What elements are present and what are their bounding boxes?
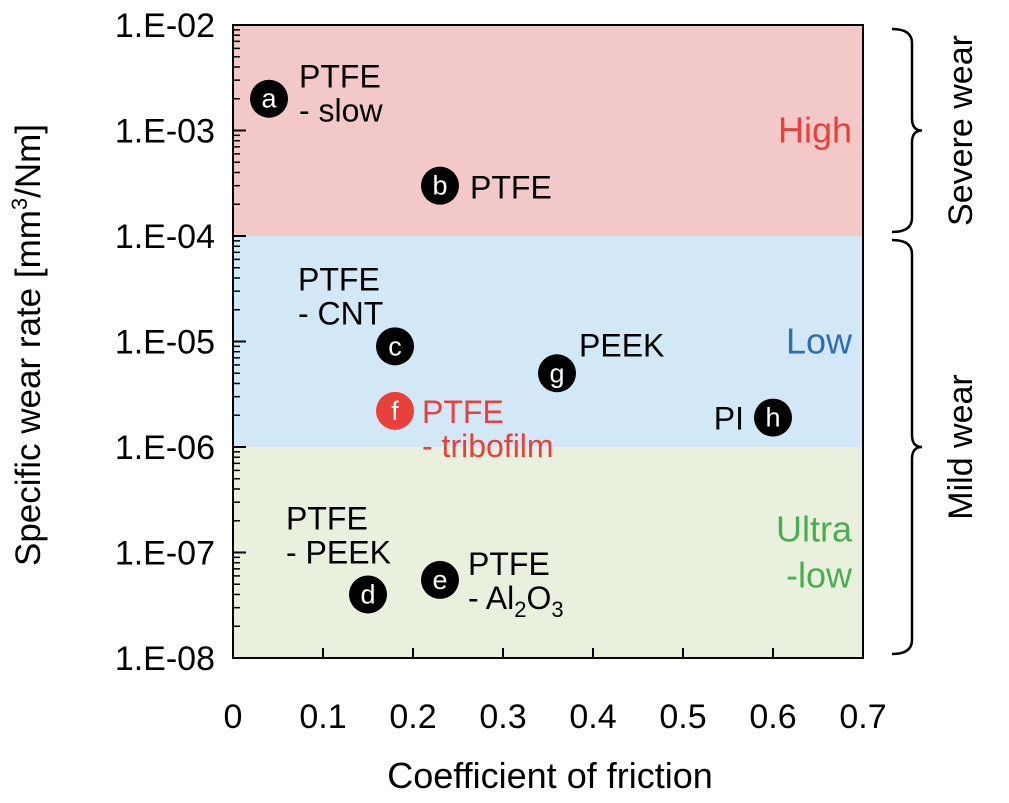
point-label-subscript: 3 — [551, 597, 563, 622]
point-label-subscript: 2 — [514, 597, 526, 622]
y-tick-label: 1.E-02 — [115, 7, 215, 45]
point-label-b: PTFE — [470, 170, 552, 206]
point-label-e: PTFE — [468, 546, 550, 582]
point-e — [421, 560, 459, 599]
x-tick-labels: 0 0.1 0.2 0.3 0.4 0.5 0.6 0.7 — [224, 698, 887, 736]
y-tick-label: 1.E-06 — [115, 429, 215, 467]
point-marker-c: c — [388, 331, 402, 361]
point-label-text: PTFE — [470, 170, 552, 206]
wear-brackets: Severe wear Mild wear — [891, 27, 980, 656]
point-label-d: - PEEK — [286, 534, 391, 570]
x-tick-label: 0.3 — [479, 698, 526, 736]
point-label-text: PTFE — [286, 500, 368, 536]
point-label-d: PTFE — [286, 500, 368, 536]
region-labels: High Low Ultra -low — [776, 110, 853, 596]
point-marker-e: e — [432, 565, 447, 595]
point-label-c: PTFE — [298, 261, 380, 297]
y-axis-label: Specific wear rate [mm3/Nm] — [7, 124, 48, 566]
point-label-text: O — [526, 580, 551, 616]
point-label-text: PTFE — [299, 59, 381, 95]
bracket-label-severe-wear: Severe wear — [942, 35, 980, 226]
bracket-label-mild-wear: Mild wear — [942, 374, 980, 519]
x-tick-label: 0.6 — [749, 698, 796, 736]
point-b — [421, 166, 459, 205]
bracket-mild-wear — [891, 238, 923, 656]
point-label-text: PTFE — [422, 394, 504, 430]
point-label-text: - Al — [468, 580, 514, 616]
point-label-a: - slow — [299, 93, 383, 129]
x-axis-label: Coefficient of friction — [387, 755, 713, 796]
y-tick-label: 1.E-07 — [115, 535, 215, 573]
region-label-low: Low — [786, 321, 853, 362]
y-tick-label: 1.E-05 — [115, 324, 215, 362]
point-label-text: PI — [714, 401, 744, 437]
point-h — [754, 398, 792, 437]
x-tick-label: 0 — [224, 698, 243, 736]
point-marker-h: h — [765, 403, 780, 433]
bracket-severe-wear — [891, 27, 923, 234]
point-marker-d: d — [360, 579, 375, 609]
point-label-text: - PEEK — [286, 534, 391, 570]
point-label-text: PEEK — [579, 327, 664, 363]
y-tick-label: 1.E-03 — [115, 113, 215, 151]
point-marker-f: f — [391, 396, 399, 426]
point-label-h: PI — [714, 401, 744, 437]
point-d — [349, 575, 387, 614]
region-label-ultra-low: Ultra — [776, 509, 853, 550]
point-label-f: - tribofilm — [422, 428, 554, 464]
point-label-g: PEEK — [579, 327, 664, 363]
point-c — [376, 327, 414, 366]
data-points: a b c d e f g h — [250, 79, 792, 614]
point-label-text: PTFE — [298, 261, 380, 297]
x-tick-label: 0.2 — [389, 698, 436, 736]
point-f — [376, 391, 414, 430]
point-label-c: - CNT — [298, 295, 383, 331]
point-label-e: - Al2O3 — [468, 580, 564, 622]
point-a — [250, 79, 288, 118]
y-tick-label: 1.E-04 — [115, 218, 215, 256]
x-tick-label: 0.5 — [659, 698, 706, 736]
region-ultra-low — [233, 447, 863, 658]
point-label-text: - CNT — [298, 295, 383, 331]
point-label-text: PTFE — [468, 546, 550, 582]
point-label-text: - slow — [299, 93, 383, 129]
plot-frame — [232, 24, 864, 659]
point-marker-b: b — [432, 171, 447, 201]
y-tick-labels: 1.E-02 1.E-03 1.E-04 1.E-05 1.E-06 1.E-07 1.E-… — [115, 7, 215, 678]
point-label-f: PTFE — [422, 394, 504, 430]
wear-regions — [233, 25, 863, 658]
region-label-high: High — [778, 110, 852, 151]
x-tick-label: 0.1 — [299, 698, 346, 736]
y-minor-ticks — [233, 29, 240, 627]
point-label-a: PTFE — [299, 59, 381, 95]
point-label-text: - tribofilm — [422, 428, 554, 464]
region-high — [233, 25, 863, 236]
point-marker-a: a — [261, 84, 277, 114]
x-tick-label: 0.7 — [839, 698, 886, 736]
point-marker-g: g — [549, 358, 564, 388]
x-tick-label: 0.4 — [569, 698, 616, 736]
region-label-ultra-low: -low — [786, 555, 853, 596]
point-g — [538, 354, 576, 393]
y-tick-label: 1.E-08 — [115, 640, 215, 678]
